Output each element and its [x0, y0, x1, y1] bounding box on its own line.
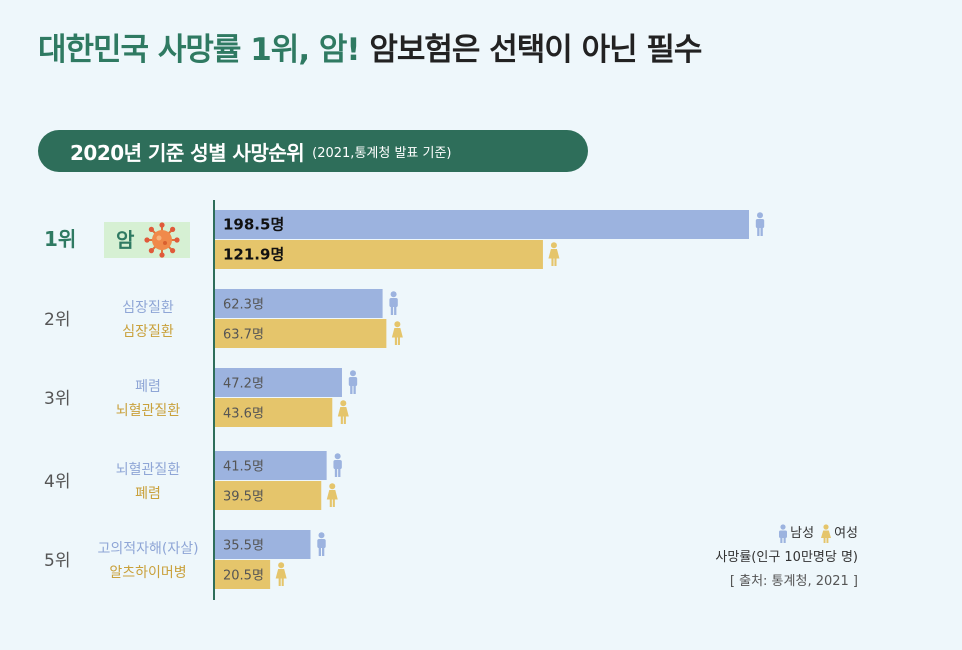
- cause-label-female: 심장질환: [122, 324, 174, 340]
- bar-label-female: 63.7명: [223, 328, 264, 343]
- cause-label-rank1: 암: [116, 228, 135, 252]
- female-person-icon: [391, 321, 403, 345]
- bar-label-female: 39.5명: [223, 490, 264, 505]
- bar-label-male: 198.5명: [223, 216, 284, 234]
- bar-female: [215, 481, 322, 510]
- cause-label-female: 폐렴: [135, 486, 161, 502]
- male-person-icon: [755, 212, 765, 236]
- cause-label-female: 뇌혈관질환: [116, 403, 181, 419]
- male-person-icon: [389, 291, 398, 315]
- cause-label-male: 심장질환: [122, 300, 174, 316]
- rank-label: 1위: [44, 227, 76, 251]
- bar-male: [215, 210, 749, 239]
- cause-label-male: 뇌혈관질환: [116, 462, 181, 478]
- bar-label-female: 121.9명: [223, 246, 284, 264]
- subtitle-text: 2020년 기준 성별 사망순위: [70, 140, 305, 165]
- bar-female: [215, 240, 543, 269]
- bar-male: [215, 530, 311, 559]
- male-person-icon: [333, 453, 342, 477]
- legend-female-label: 여성: [834, 526, 858, 541]
- bar-label-female: 43.6명: [223, 407, 264, 422]
- female-person-icon: [548, 242, 560, 266]
- cause-label-male: 폐렴: [135, 379, 161, 395]
- bar-female: [215, 319, 387, 348]
- subtitle-note: (2021,통계청 발표 기준): [312, 145, 452, 161]
- bar-label-male: 47.2명: [223, 377, 264, 392]
- page-title-main: 암보험은 선택이 아닌 필수: [369, 32, 702, 68]
- male-person-icon: [317, 532, 326, 556]
- bar-male: [215, 289, 383, 318]
- male-person-icon: [779, 524, 788, 543]
- rank-label: 2위: [44, 310, 70, 330]
- subtitle-pill: 2020년 기준 성별 사망순위 (2021,통계청 발표 기준): [38, 130, 588, 172]
- legend: 남성 여성 사망률(인구 10만명당 명) [ 출처: 통계청, 2021 ]: [715, 522, 858, 594]
- female-person-icon: [275, 562, 287, 586]
- legend-male: 남성: [778, 522, 814, 546]
- cause-label-female: 알츠하이머병: [109, 565, 186, 581]
- page-title-accent: 대한민국 사망률 1위, 암!: [38, 32, 361, 68]
- female-person-icon: [326, 483, 338, 507]
- female-person-icon: [821, 524, 832, 543]
- female-person-icon: [337, 400, 349, 424]
- rank-label: 4위: [44, 472, 70, 492]
- bar-male: [215, 451, 327, 480]
- source-note: [ 출처: 통계청, 2021 ]: [729, 574, 858, 589]
- legend-unit: 사망률(인구 10만명당 명): [715, 550, 858, 565]
- legend-keys: 남성 여성: [715, 522, 858, 546]
- cause-label-male: 고의적자해(자살): [97, 541, 198, 557]
- bar-label-male: 35.5명: [223, 539, 264, 554]
- virus-icon: [144, 222, 180, 258]
- bar-male: [215, 368, 342, 397]
- bar-label-male: 41.5명: [223, 460, 264, 475]
- page-title: 대한민국 사망률 1위, 암! 암보험은 선택이 아닌 필수: [38, 24, 702, 69]
- bar-female: [215, 560, 271, 589]
- rank-label: 3위: [44, 389, 70, 409]
- legend-female: 여성: [820, 522, 858, 546]
- rank-label: 5위: [44, 551, 70, 571]
- bar-female: [215, 398, 333, 427]
- male-person-icon: [348, 370, 358, 394]
- legend-male-label: 남성: [790, 526, 815, 541]
- bar-label-male: 62.3명: [223, 298, 264, 313]
- bar-label-female: 20.5명: [223, 569, 264, 584]
